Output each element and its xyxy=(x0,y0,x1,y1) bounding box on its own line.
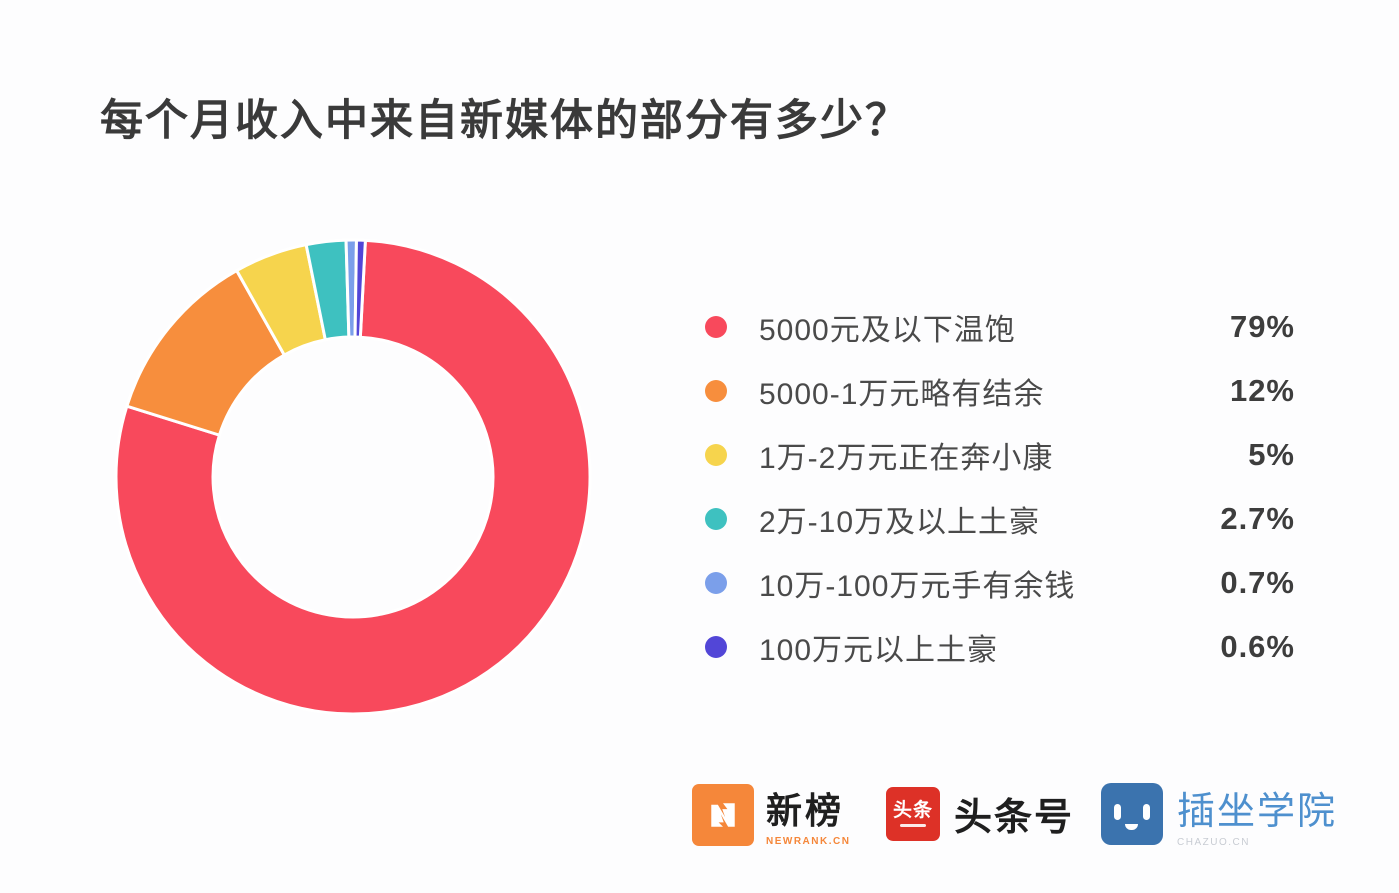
legend-value: 5% xyxy=(1248,437,1295,472)
donut-chart xyxy=(113,237,593,717)
legend-item: 5000-1万元略有结余 12% xyxy=(705,359,1295,423)
donut-slice xyxy=(114,238,592,716)
legend-value: 2.7% xyxy=(1220,501,1295,536)
chazuo-name: 插坐学院 xyxy=(1177,791,1338,833)
toutiao-icon-text: 头条 xyxy=(892,799,933,821)
legend-item: 2万-10万及以上土豪 2.7% xyxy=(705,487,1295,551)
legend-color-dot xyxy=(705,380,727,402)
legend-label: 2万-10万及以上土豪 xyxy=(759,506,1041,539)
legend-value: 12% xyxy=(1229,373,1295,408)
chazuo-logo: 插坐学院 CHAZUO.CN xyxy=(1101,780,1337,848)
legend-color-dot xyxy=(705,636,727,658)
legend-label: 10万-100万元手有余钱 xyxy=(759,570,1076,603)
robot-mouth xyxy=(1125,824,1138,830)
toutiao-name: 头条号 xyxy=(954,797,1075,839)
robot-right-eye xyxy=(1143,804,1150,820)
toutiao-logo: 头条 头条号 xyxy=(886,786,1074,841)
legend-label: 1万-2万元正在奔小康 xyxy=(759,442,1054,475)
legend-value: 79% xyxy=(1229,309,1295,344)
chart-legend: 5000元及以下温饱 79% 5000-1万元略有结余 12% 1万-2万元正在奔小康 5… xyxy=(705,295,1295,679)
legend-item: 10万-100万元手有余钱 0.7% xyxy=(705,551,1295,615)
legend-label: 5000元及以下温饱 xyxy=(759,314,1016,347)
lightning-n-icon xyxy=(711,802,735,827)
page-title: 每个月收入中来自新媒体的部分有多少？ xyxy=(100,97,910,145)
legend-item: 5000元及以下温饱 79% xyxy=(705,295,1295,359)
legend-value: 0.6% xyxy=(1220,629,1295,664)
newrank-url-text: NEWRANK.CN xyxy=(766,836,851,847)
newrank-name: 新榜 xyxy=(766,790,845,831)
newrank-logo: 新榜 NEWRANK.CN xyxy=(692,782,850,847)
robot-left-eye xyxy=(1114,804,1121,820)
footer-logos: 新榜 NEWRANK.CN 头条 头条号 插坐学院 CHAZUO.CN xyxy=(0,772,1399,862)
legend-item: 1万-2万元正在奔小康 5% xyxy=(705,423,1295,487)
legend-label: 5000-1万元略有结余 xyxy=(759,378,1045,411)
legend-color-dot xyxy=(705,444,727,466)
legend-value: 0.7% xyxy=(1220,565,1295,600)
chazuo-robot-face-icon xyxy=(1101,783,1163,845)
legend-color-dot xyxy=(705,508,727,530)
newrank-icon xyxy=(692,783,754,846)
toutiao-icon-bar xyxy=(900,823,926,827)
legend-item: 100万元以上土豪 0.6% xyxy=(705,615,1295,679)
toutiao-icon: 头条 xyxy=(886,786,940,841)
legend-color-dot xyxy=(705,572,727,594)
legend-label: 100万元以上土豪 xyxy=(759,634,999,667)
donut-slice xyxy=(353,238,367,339)
donut-chart-svg xyxy=(114,238,592,716)
legend-color-dot xyxy=(705,316,727,338)
chazuo-url-text: CHAZUO.CN xyxy=(1177,837,1250,848)
